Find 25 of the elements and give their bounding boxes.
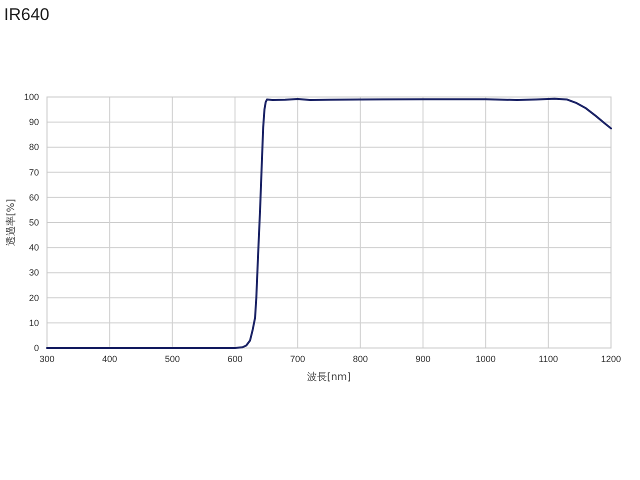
x-tick-label: 1000: [476, 354, 496, 364]
y-tick-label: 0: [34, 343, 39, 353]
x-tick-label: 800: [352, 354, 368, 364]
y-tick-label: 50: [28, 218, 39, 228]
y-axis-title: 透過率[%]: [5, 198, 17, 246]
y-tick-label: 90: [28, 117, 39, 128]
y-tick-label: 40: [28, 242, 39, 253]
y-tick-label: 100: [24, 92, 39, 102]
x-tick-label: 1200: [600, 354, 622, 364]
y-tick-label: 10: [28, 318, 39, 328]
y-tick-label: 30: [28, 268, 39, 278]
x-axis-title: 波長[nm]: [307, 371, 352, 383]
y-tick-label: 20: [28, 292, 39, 303]
chart-title: IR640: [4, 5, 50, 24]
x-tick-label: 500: [164, 354, 180, 364]
x-tick-label: 300: [39, 354, 55, 364]
y-tick-label: 60: [28, 192, 39, 202]
x-tick-label: 400: [102, 354, 118, 364]
line-series: [46, 98, 612, 349]
x-tick-label: 600: [227, 354, 243, 364]
x-tick-label: 1100: [538, 354, 558, 364]
y-tick-label: 80: [28, 142, 39, 152]
y-tick-label: 70: [28, 167, 39, 178]
x-tick-label: 700: [290, 354, 306, 364]
x-tick-label: 900: [415, 354, 431, 364]
